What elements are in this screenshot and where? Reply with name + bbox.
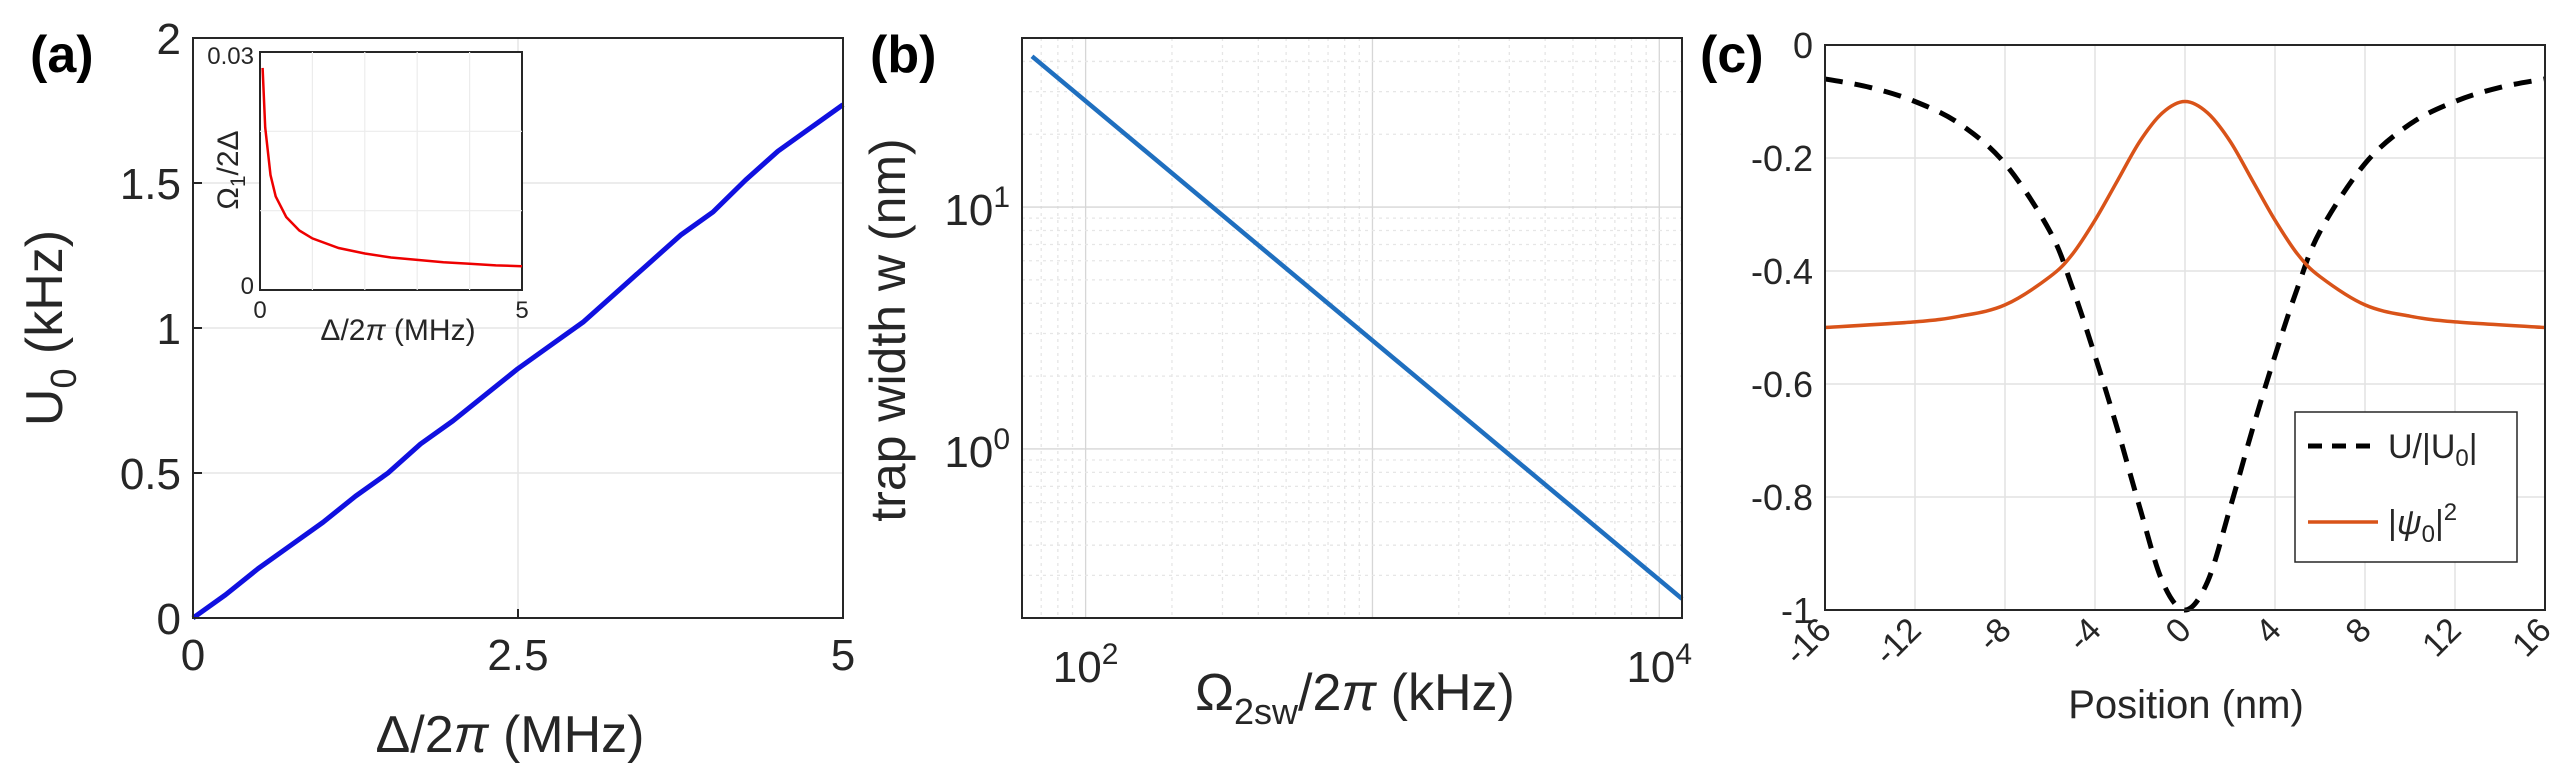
- inset-y-axis-label: Ω1/2Δ: [212, 130, 250, 209]
- panel-b-x-tick-label: 102: [1053, 638, 1119, 692]
- panel-c-x-tick-label: 0: [2158, 611, 2198, 651]
- panel-a-label: (a): [30, 26, 94, 84]
- legend-box: [2294, 411, 2518, 563]
- inset-series-line: [261, 67, 523, 268]
- panel-b-y-tick-label: 101: [944, 181, 1010, 235]
- panel-c-x-tick-label: 12: [2415, 611, 2469, 665]
- panel-c-y-tick-labels: 0 -0.2 -0.4 -0.6 -0.8 -1: [1751, 25, 1813, 631]
- panel-a-y-axis-label: U0 (kHz): [16, 230, 84, 426]
- panel-a-x-tick-label: 0: [181, 631, 205, 680]
- panel-c-y-tick-label: -0.2: [1751, 138, 1813, 179]
- panel-c-y-tick-label: -1: [1781, 590, 1813, 631]
- panel-a-ticks: [192, 37, 844, 619]
- panel-c-x-tick-label: 4: [2248, 611, 2288, 651]
- panel-a-x-tick-label: 5: [831, 631, 855, 680]
- panel-a-y-tick-labels: 0 0.5 1 1.5 2: [120, 15, 181, 644]
- panel-a-y-tick-label: 0.5: [120, 450, 181, 499]
- panel-c-wavefunction-line: [1824, 99, 2546, 330]
- panel-c-x-axis-label: Position (nm): [2068, 683, 2304, 727]
- panel-b-series: [1030, 54, 1684, 601]
- panel-c-x-tick-label: -12: [1867, 611, 1929, 673]
- panel-c-x-tick-label: -4: [2060, 611, 2108, 659]
- panel-b-series-line: [1030, 54, 1684, 601]
- panel-c-y-tick-label: -0.8: [1751, 477, 1813, 518]
- panel-a-series-line: [191, 102, 845, 621]
- panel-c-label: (c): [1700, 26, 1764, 84]
- inset-x-tick-label: 0: [253, 297, 266, 324]
- panel-b-axes-box: [1021, 37, 1683, 619]
- inset-tick-labels: 0 0.03 0 5: [207, 43, 528, 324]
- panel-c-x-tick-labels: -16 -12 -8 -4 0 4 8 12 16: [1777, 611, 2559, 673]
- inset-chart: 0 0.03 0 5 Ω1/2Δ Δ/2π (MHz): [207, 43, 528, 347]
- panel-c-legend: U/|U0| |ψ0|2: [2294, 411, 2518, 563]
- panel-a-y-tick-label: 2: [157, 15, 181, 64]
- panel-a: (a) 00.511.52 0 2.5 5 U0 (kHz) Δ/2π (MHz) …: [16, 15, 855, 764]
- panel-c-x-tick-label: 16: [2505, 611, 2559, 665]
- panel-c: (c) 0-0.2-0.4-0.6-0.8-1 -16 -12 -8 -4 0 4 8 12 1…: [1700, 25, 2559, 727]
- panel-c-y-tick-label: 0: [1793, 25, 1813, 66]
- inset-axes-box: [259, 51, 523, 291]
- panel-a-x-axis-label: Δ/2π (MHz): [376, 706, 645, 764]
- panel-b-x-tick-label: 104: [1626, 638, 1692, 692]
- inset-y-tick-label: 0.03: [207, 43, 254, 70]
- panel-a-y-tick-label: 0: [157, 595, 181, 644]
- inset-series: [261, 67, 523, 268]
- panel-c-y-tick-label: -0.6: [1751, 364, 1813, 405]
- panel-c-y-tick-label: -0.4: [1751, 251, 1813, 292]
- panel-c-x-tick-label: -8: [1970, 611, 2018, 659]
- panel-b-x-axis-label: Ω2sw/2π (kHz): [1195, 664, 1515, 732]
- panel-b-grid: [1021, 37, 1682, 619]
- panel-a-y-tick-label: 1: [157, 305, 181, 354]
- panel-b-tick-labels: 100 101 102 104: [944, 181, 1692, 692]
- panel-c-axes-box: [1824, 44, 2546, 611]
- panel-a-y-tick-label: 1.5: [120, 160, 181, 209]
- panel-a-series: [191, 102, 845, 621]
- inset-grid: [260, 52, 522, 290]
- panel-b: (b) 100 101 102 104 trap width w (nm) Ω2sw/…: [860, 26, 1692, 732]
- panel-b-label: (b): [870, 26, 936, 84]
- panel-b-y-axis-label: trap width w (nm): [860, 138, 916, 521]
- panel-a-x-tick-labels: 0 2.5 5: [181, 631, 855, 680]
- panel-a-x-tick-label: 2.5: [487, 631, 548, 680]
- inset-x-tick-label: 5: [515, 297, 528, 324]
- panel-b-y-tick-label: 100: [944, 423, 1010, 477]
- inset-x-axis-label: Δ/2π (MHz): [320, 314, 475, 347]
- inset-y-tick-label: 0: [241, 273, 254, 300]
- panel-c-x-tick-label: 8: [2338, 611, 2378, 651]
